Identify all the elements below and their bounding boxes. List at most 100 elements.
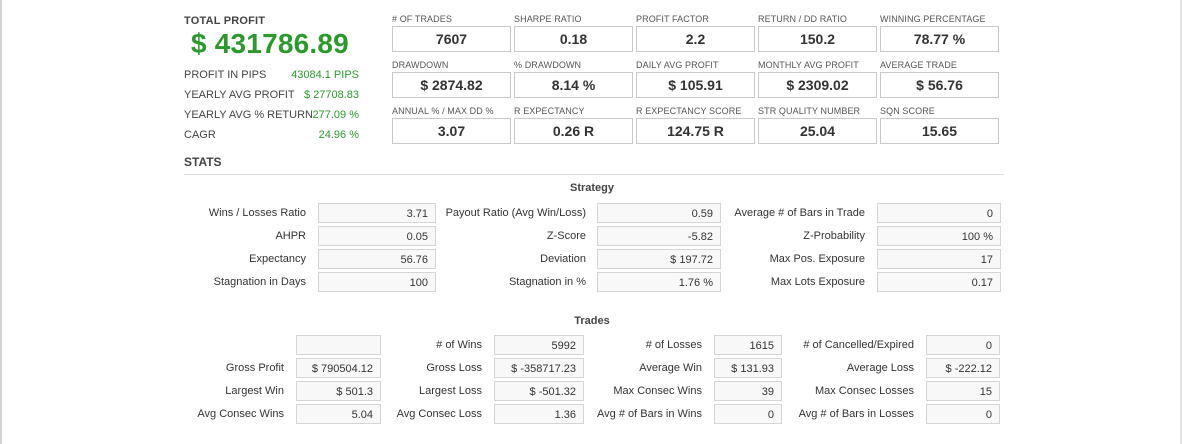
- strategy-value: 0: [877, 203, 1001, 223]
- trades-label: Avg # of Bars in Losses: [798, 408, 914, 420]
- strategy-label: Stagnation in %: [508, 276, 586, 288]
- metric-label: AVERAGE TRADE: [880, 60, 957, 70]
- metric-value: 3.07: [392, 118, 511, 144]
- summary-value: 24.96 %: [318, 129, 359, 141]
- strategy-value: 3.71: [318, 203, 436, 223]
- metric-value: $ 2309.02: [758, 72, 877, 98]
- summary-label: YEARLY AVG % RETURN: [184, 109, 313, 121]
- strategy-label: Z-Score: [546, 230, 586, 242]
- stats-heading: STATS: [184, 155, 222, 169]
- trades-value: 1615: [714, 335, 782, 355]
- summary-value: $ 27708.83: [303, 89, 359, 101]
- metric-label: R EXPECTANCY SCORE: [636, 106, 742, 116]
- metric-label: PROFIT FACTOR: [636, 14, 709, 24]
- metric-card-profit-factor: PROFIT FACTOR 2.2: [636, 14, 755, 52]
- right-window-edge: [1180, 0, 1182, 444]
- strategy-label: Max Lots Exposure: [770, 276, 865, 288]
- metric-label: STR QUALITY NUMBER: [758, 106, 861, 116]
- summary-label: PROFIT IN PIPS: [184, 69, 267, 81]
- metric-label: RETURN / DD RATIO: [758, 14, 848, 24]
- metric-card-percent-drawdown: % DRAWDOWN 8.14 %: [514, 60, 633, 98]
- metric-label: SQN SCORE: [880, 106, 935, 116]
- metric-value: 2.2: [636, 26, 755, 52]
- trades-heading: Trades: [574, 315, 610, 327]
- trades-label: Largest Win: [225, 385, 284, 397]
- trades-label: Avg # of Bars in Wins: [597, 408, 702, 420]
- strategy-value: 0.59: [597, 203, 721, 223]
- total-profit-label: TOTAL PROFIT: [184, 15, 266, 27]
- strategy-label: Deviation: [540, 253, 586, 265]
- strategy-value: 17: [877, 249, 1001, 269]
- trades-value: $ 501.3: [296, 381, 381, 401]
- strategy-label: Max Pos. Exposure: [769, 253, 865, 265]
- trades-value: 0: [926, 404, 1000, 424]
- metric-label: DAILY AVG PROFIT: [636, 60, 719, 70]
- metric-card-r-expectancy-score: R EXPECTANCY SCORE 124.75 R: [636, 106, 755, 144]
- summary-row-profit-in-pips: PROFIT IN PIPS 43084.1 PIPS: [184, 69, 360, 85]
- trades-value: $ 131.93: [714, 358, 782, 378]
- summary-value: 43084.1 PIPS: [291, 69, 359, 81]
- total-profit-value: $ 431786.89: [191, 28, 349, 59]
- metric-card-sqn-score: SQN SCORE 15.65: [880, 106, 999, 144]
- trades-label: Average Loss: [846, 362, 914, 374]
- strategy-value: 0.17: [877, 272, 1001, 292]
- strategy-heading: Strategy: [569, 182, 615, 194]
- stats-divider: [184, 174, 1004, 175]
- strategy-label: Wins / Losses Ratio: [208, 207, 306, 219]
- metric-label: ANNUAL % / MAX DD %: [392, 106, 494, 116]
- metric-value: 8.14 %: [514, 72, 633, 98]
- metric-label: MONTHLY AVG PROFIT: [758, 60, 859, 70]
- trades-value: 0: [714, 404, 782, 424]
- metric-label: R EXPECTANCY: [514, 106, 585, 116]
- metric-value: 7607: [392, 26, 511, 52]
- trades-label: Max Consec Wins: [613, 385, 702, 397]
- trades-label: Largest Loss: [419, 385, 482, 397]
- trades-label: Gross Loss: [426, 362, 482, 374]
- strategy-value: 56.76: [318, 249, 436, 269]
- trades-value: $ -222.12: [926, 358, 1000, 378]
- metric-card-str-quality-number: STR QUALITY NUMBER 25.04: [758, 106, 877, 144]
- metric-card-drawdown: DRAWDOWN $ 2874.82: [392, 60, 511, 98]
- metric-value: 0.18: [514, 26, 633, 52]
- metric-label: # OF TRADES: [392, 14, 452, 24]
- metric-label: SHARPE RATIO: [514, 14, 582, 24]
- metric-card-return-dd-ratio: RETURN / DD RATIO 150.2: [758, 14, 877, 52]
- metric-card-average-trade: AVERAGE TRADE $ 56.76: [880, 60, 999, 98]
- trades-value: 0: [926, 335, 1000, 355]
- strategy-label: Stagnation in Days: [213, 276, 306, 288]
- trades-value: 39: [714, 381, 782, 401]
- summary-label: CAGR: [184, 129, 216, 141]
- metric-value: $ 56.76: [880, 72, 999, 98]
- trades-label: # of Cancelled/Expired: [803, 339, 914, 351]
- summary-row-yearly-avg-return: YEARLY AVG % RETURN 277.09 %: [184, 109, 360, 125]
- trades-label: # of Wins: [436, 339, 482, 351]
- trades-label: Avg Consec Wins: [197, 408, 284, 420]
- strategy-label: Z-Probability: [803, 230, 865, 242]
- strategy-value: $ 197.72: [597, 249, 721, 269]
- summary-row-yearly-avg-profit: YEARLY AVG PROFIT $ 27708.83: [184, 89, 360, 105]
- trades-label: # of Losses: [645, 339, 702, 351]
- strategy-value: 0.05: [318, 226, 436, 246]
- metric-value: $ 105.91: [636, 72, 755, 98]
- metric-card-annual-max-dd: ANNUAL % / MAX DD % 3.07: [392, 106, 511, 144]
- metric-value: 78.77 %: [880, 26, 999, 52]
- metric-label: WINNING PERCENTAGE: [880, 14, 986, 24]
- trades-value: 5992: [494, 335, 584, 355]
- metric-value: $ 2874.82: [392, 72, 511, 98]
- metric-value: 124.75 R: [636, 118, 755, 144]
- strategy-label: AHPR: [275, 230, 306, 242]
- metric-card-daily-avg-profit: DAILY AVG PROFIT $ 105.91: [636, 60, 755, 98]
- metric-label: % DRAWDOWN: [514, 60, 582, 70]
- trades-label: Gross Profit: [225, 362, 284, 374]
- left-window-edge: [0, 0, 2, 444]
- strategy-value: -5.82: [597, 226, 721, 246]
- trades-label: Avg Consec Loss: [396, 408, 482, 420]
- strategy-label: Payout Ratio (Avg Win/Loss): [445, 207, 586, 219]
- metric-card-r-expectancy: R EXPECTANCY 0.26 R: [514, 106, 633, 144]
- trades-value: $ -501.32: [494, 381, 584, 401]
- trades-label: Max Consec Losses: [814, 385, 914, 397]
- metric-value: 25.04: [758, 118, 877, 144]
- strategy-label: Expectancy: [249, 253, 306, 265]
- trades-value: 1.36: [494, 404, 584, 424]
- summary-value: 277.09 %: [312, 109, 359, 121]
